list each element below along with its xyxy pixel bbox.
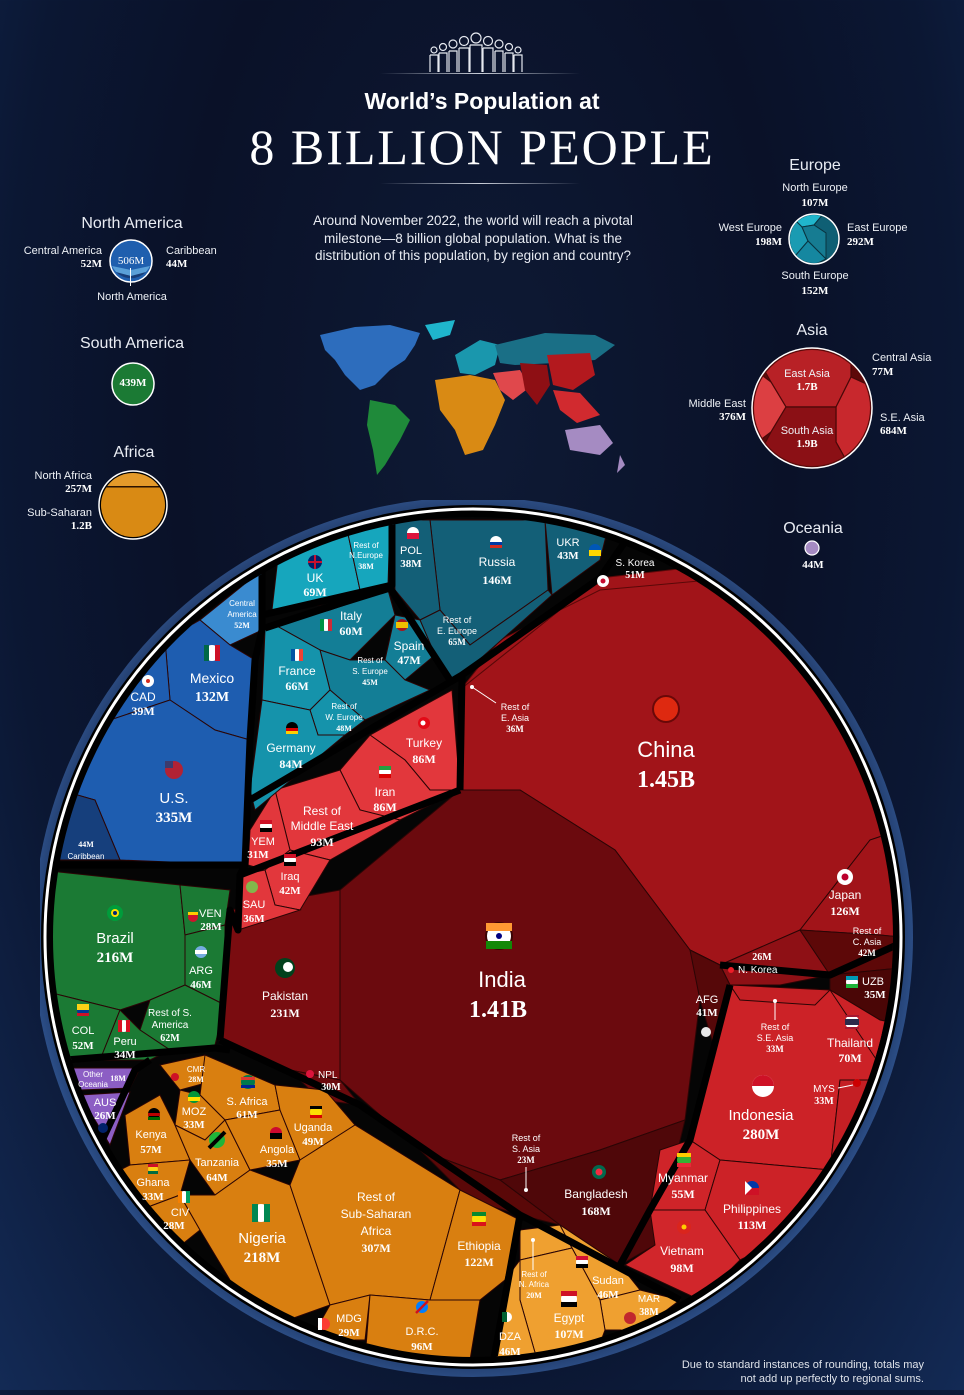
cell-peru (99, 1009, 171, 1061)
region-oceania-title: Oceania (783, 520, 843, 537)
middle-east-label: Middle East (688, 398, 746, 410)
east-asia-value: 1.7B (796, 381, 818, 393)
south-america-total: 439M (119, 377, 147, 389)
intro-text: Around November 2022, the world will rea… (313, 213, 633, 263)
population-voronoi-chart (33, 497, 920, 1380)
region-south-america (53, 869, 231, 1061)
north-africa-value: 257M (65, 483, 92, 495)
east-europe-label: East Europe (847, 222, 908, 234)
map-middle-east (493, 370, 530, 400)
map-east-asia (547, 353, 595, 390)
south-asia-label: South Asia (780, 425, 834, 437)
central-america-value: 52M (80, 258, 102, 270)
central-asia-label: Central Asia (872, 352, 932, 364)
header-top-rule (380, 73, 580, 74)
europe-circle (788, 213, 840, 265)
oceania-circle (804, 540, 820, 556)
map-se-asia (553, 390, 600, 423)
title-line-1: World’s Population at (364, 88, 600, 114)
map-nz (617, 455, 625, 473)
north-europe-value: 107M (801, 197, 829, 209)
map-greenland (425, 320, 455, 340)
east-asia-label: East Asia (784, 368, 830, 380)
south-europe-label: South Europe (781, 270, 849, 282)
caribbean-label: Caribbean (166, 245, 217, 257)
west-europe-value: 198M (755, 236, 782, 248)
world-map (315, 315, 635, 480)
map-south-america (367, 400, 410, 475)
region-europe (249, 519, 611, 811)
se-asia-value: 684M (880, 425, 907, 437)
region-africa-title: Africa (113, 444, 155, 461)
east-europe-value: 292M (847, 236, 874, 248)
middle-east-value: 376M (719, 411, 746, 423)
region-europe-title: Europe (789, 157, 841, 174)
title-line-2: 8 BILLION PEOPLE (249, 119, 715, 175)
south-asia-value: 1.9B (796, 438, 818, 450)
north-europe-label: North Europe (782, 182, 848, 194)
region-asia-title: Asia (796, 322, 828, 339)
central-asia-value: 77M (872, 366, 894, 378)
oceania-total: 44M (802, 559, 824, 571)
caribbean-value: 44M (166, 258, 188, 270)
people-crowd-icon (420, 30, 532, 72)
map-africa (435, 375, 505, 455)
asia-circle (751, 347, 873, 469)
map-north-america (320, 325, 420, 390)
sub-saharan-value: 1.2B (70, 520, 92, 532)
south-america-circle (110, 361, 156, 407)
west-europe-label: West Europe (718, 222, 782, 234)
cell-brazil (53, 869, 186, 1011)
se-asia-label: S.E. Asia (880, 412, 925, 424)
sub-saharan-label: Sub-Saharan (27, 507, 92, 519)
header-bottom-rule (380, 183, 580, 184)
north-america-pointer (130, 268, 131, 286)
map-south-asia (520, 363, 550, 405)
north-africa-label: North Africa (34, 470, 92, 482)
north-america-circle (108, 238, 154, 284)
map-europe (455, 340, 500, 375)
north-america-total: 506M (117, 255, 145, 267)
africa-circle (97, 469, 169, 541)
central-america-label: Central America (23, 245, 102, 257)
map-oceania (565, 425, 613, 455)
north-america-sub-label: North America (97, 291, 167, 303)
cell-ethiopia (429, 1189, 521, 1301)
cell-restseasia (729, 984, 832, 1006)
region-sub-saharan-africa (119, 1054, 521, 1357)
region-se-asia (623, 984, 893, 1301)
cell-japan (799, 819, 893, 941)
region-south-america-title: South America (79, 335, 185, 352)
footnote: Due to standard instances of rounding, t… (681, 1359, 924, 1385)
cell-spain (384, 614, 436, 681)
south-europe-value: 152M (801, 285, 829, 297)
region-north-america (53, 568, 263, 866)
region-north-america-title: North America (81, 215, 183, 232)
